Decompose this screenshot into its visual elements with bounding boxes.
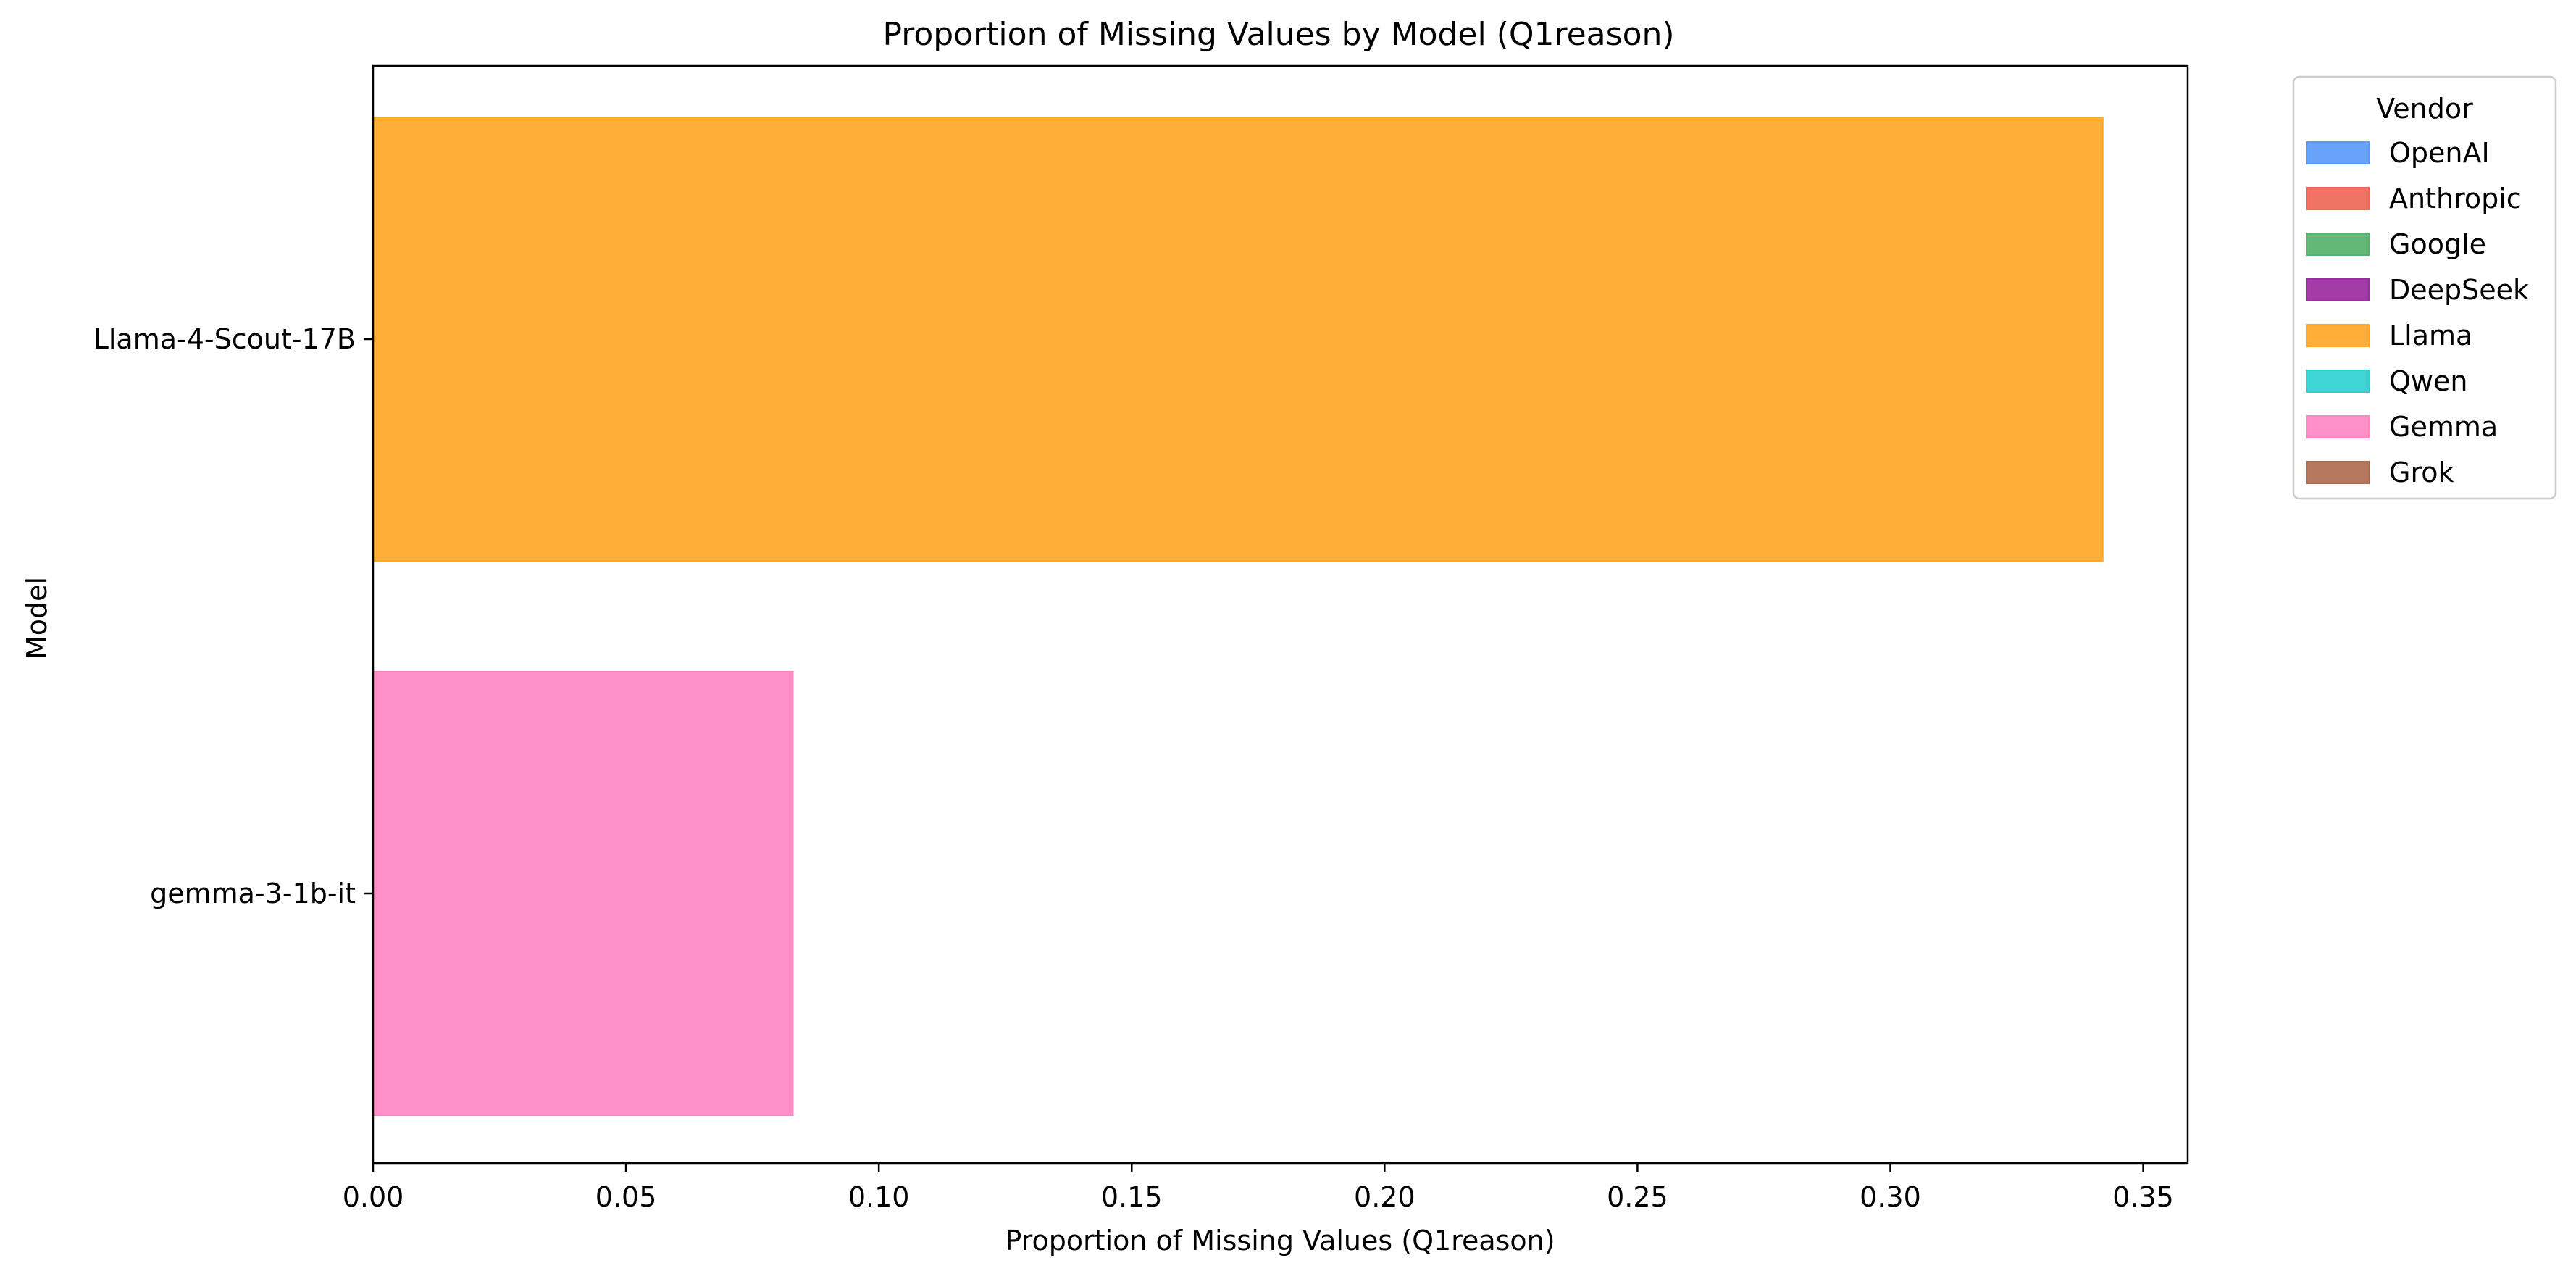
y-tick-label: gemma-3-1b-it [150, 878, 356, 909]
bar-llama-4-scout-17b [372, 117, 2104, 562]
legend-label: Gemma [2389, 411, 2498, 443]
x-tick-label: 0.15 [1101, 1181, 1163, 1213]
legend-swatch [2306, 233, 2370, 256]
x-tick-label: 0.30 [1860, 1181, 1921, 1213]
legend: Vendor OpenAI Anthropic Google DeepSeek Llam… [2292, 75, 2557, 500]
legend-label: DeepSeek [2389, 274, 2529, 306]
x-tick-label: 0.25 [1607, 1181, 1668, 1213]
legend-label: OpenAI [2389, 137, 2490, 169]
y-axis: Llama-4-Scout-17B gemma-3-1b-it [93, 323, 373, 909]
legend-entries: OpenAI Anthropic Google DeepSeek Llama Qwen Ge… [2306, 137, 2529, 488]
legend-swatch [2306, 324, 2370, 347]
plot-frame [372, 64, 2189, 1165]
legend-swatch [2306, 415, 2370, 438]
x-tick-label: 0.00 [343, 1181, 404, 1213]
x-axis: 0.00 0.05 0.10 0.15 0.20 0.25 0.30 0.35 [343, 1163, 2174, 1213]
legend-label: Qwen [2389, 365, 2467, 397]
legend-swatch [2306, 187, 2370, 210]
x-axis-label: Proportion of Missing Values (Q1reason) [1005, 1225, 1555, 1257]
legend-label: Anthropic [2389, 183, 2522, 214]
x-tick-label: 0.35 [2112, 1181, 2174, 1213]
legend-label: Google [2389, 228, 2486, 260]
y-axis-label: Model [21, 577, 53, 659]
plot-area [372, 117, 2104, 1116]
y-tick-label: Llama-4-Scout-17B [93, 323, 356, 355]
legend-swatch [2306, 461, 2370, 484]
legend-label: Llama [2389, 320, 2472, 351]
x-tick-label: 0.05 [595, 1181, 657, 1213]
x-tick-label: 0.10 [848, 1181, 910, 1213]
chart-title: Proportion of Missing Values by Model (Q… [882, 16, 1674, 53]
bar-gemma-3-1b-it [372, 671, 794, 1116]
x-tick-label: 0.20 [1354, 1181, 1415, 1213]
legend-swatch [2306, 370, 2370, 393]
legend-swatch [2306, 278, 2370, 301]
legend-swatch [2306, 141, 2370, 164]
legend-frame [2292, 75, 2557, 500]
legend-label: Grok [2389, 457, 2454, 488]
legend-title: Vendor [2376, 93, 2473, 125]
